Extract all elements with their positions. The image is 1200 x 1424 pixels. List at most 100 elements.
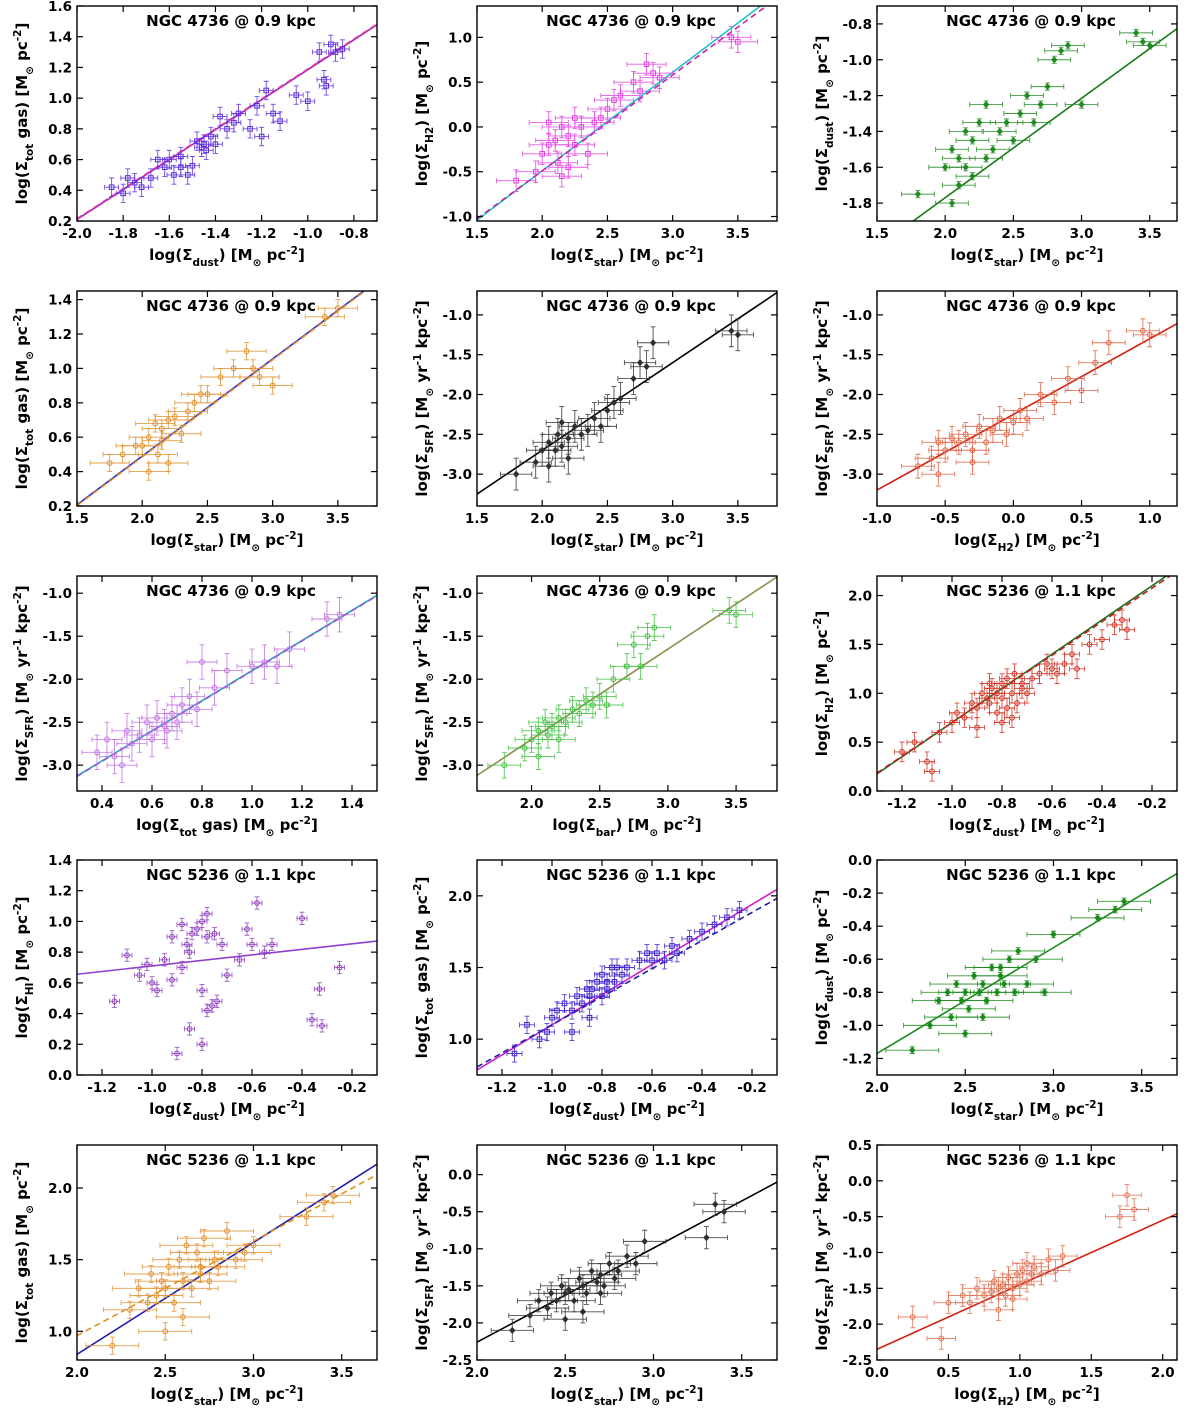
data-marker	[166, 156, 173, 163]
fit-line-2	[877, 575, 1172, 774]
chart-panel-4: 1.5 2.0 2.5 3.0 3.5 0.2 0.4 0.6 0.8 1.0 1.2 1.4 NGC …	[0, 285, 400, 570]
data-marker	[1014, 699, 1020, 706]
data-marker	[1124, 1192, 1130, 1199]
data-marker	[555, 159, 561, 166]
fit-line-1	[77, 940, 377, 976]
data-point	[535, 129, 576, 152]
data-point	[242, 119, 258, 139]
error-bar	[515, 160, 556, 183]
data-marker	[959, 1292, 966, 1299]
data-marker	[204, 911, 210, 918]
y-tick-label: -0.5	[442, 1205, 472, 1221]
chart-svg: -2.0 -1.8 -1.6 -1.4 -1.2 -1.0 -0.8 0.2 0.4 0.6 0.8…	[12, 0, 378, 269]
x-axis-label: log(Σstar) [M⊙ pc-2]	[951, 1099, 1104, 1123]
data-point	[151, 712, 183, 749]
data-marker	[535, 753, 542, 760]
data-marker	[572, 142, 578, 148]
data-marker	[585, 151, 591, 157]
data-marker	[250, 365, 256, 372]
data-point	[948, 163, 983, 172]
x-tick-label: 3.0	[656, 796, 680, 812]
data-marker	[962, 431, 969, 438]
data-marker	[176, 1256, 183, 1263]
error-bar	[266, 938, 278, 952]
error-bar	[712, 596, 747, 624]
data-marker	[261, 658, 268, 665]
error-bar	[279, 1207, 334, 1226]
error-bar	[91, 721, 123, 757]
error-bar	[171, 1047, 183, 1061]
x-tick-label: 3.5	[726, 226, 750, 242]
data-marker	[969, 172, 976, 180]
data-point	[955, 136, 990, 145]
data-marker	[990, 427, 996, 434]
x-tick-label: 2.5	[588, 796, 612, 812]
data-marker	[599, 993, 605, 1000]
y-tick-label: -2.5	[842, 1353, 872, 1369]
data-marker	[579, 1000, 585, 1007]
data-point	[1017, 118, 1051, 127]
data-marker	[179, 1314, 186, 1321]
x-tick-label: -0.2	[337, 1080, 367, 1096]
data-point	[719, 908, 735, 927]
y-tick-label: -1.0	[442, 210, 472, 226]
data-marker	[197, 1264, 204, 1270]
error-bar	[259, 945, 270, 960]
data-point	[335, 39, 350, 59]
data-point	[187, 384, 228, 404]
x-tick-label: -0.6	[1037, 796, 1067, 812]
y-tick-label: 1.2	[48, 60, 72, 76]
error-bar	[969, 716, 985, 738]
y-tick-label: -1.6	[842, 160, 872, 176]
data-point	[249, 643, 280, 680]
data-marker	[171, 413, 178, 420]
plot-frame	[76, 574, 378, 792]
data-point	[487, 751, 522, 779]
data-marker	[148, 1271, 155, 1278]
data-point	[226, 341, 267, 361]
data-marker	[999, 719, 1005, 726]
error-bar	[239, 367, 280, 386]
y-tick-label: -1.0	[842, 1246, 872, 1262]
data-marker	[247, 126, 253, 132]
error-bar	[1081, 633, 1098, 655]
data-marker	[189, 162, 196, 169]
error-bar	[128, 427, 169, 447]
x-tick-label: 0.5	[936, 1365, 960, 1381]
data-point	[587, 1252, 631, 1276]
data-point	[1026, 931, 1081, 939]
error-bar	[306, 1013, 318, 1027]
data-marker	[909, 1046, 916, 1055]
data-marker	[545, 142, 552, 148]
data-marker	[109, 1342, 116, 1349]
data-marker	[966, 1299, 973, 1306]
data-marker	[243, 348, 250, 354]
data-point	[578, 1281, 623, 1306]
error-bar	[519, 1016, 535, 1035]
data-marker	[986, 699, 993, 706]
data-marker	[244, 926, 250, 933]
data-marker	[1023, 980, 1031, 989]
data-marker	[565, 434, 572, 442]
x-tick-label: 3.5	[726, 511, 750, 527]
data-point	[151, 984, 163, 998]
error-bar	[681, 930, 698, 949]
error-bar	[211, 652, 243, 688]
y-tick-label: 1.4	[48, 30, 72, 46]
data-marker	[974, 724, 980, 730]
y-tick-label: -3.0	[442, 758, 472, 774]
data-point	[941, 1005, 996, 1013]
data-point	[639, 66, 680, 89]
data-marker	[274, 662, 280, 669]
x-tick-label: 1.4	[340, 796, 364, 812]
error-bar	[182, 1272, 237, 1291]
y-tick-label: 1.4	[48, 292, 72, 308]
data-marker	[915, 463, 921, 469]
error-bar	[617, 631, 651, 658]
data-marker	[926, 1022, 934, 1030]
x-tick-label: 2.0	[65, 1365, 89, 1381]
data-marker	[136, 731, 143, 738]
data-point	[649, 944, 665, 963]
data-point	[593, 88, 634, 112]
data-marker	[127, 1307, 133, 1313]
